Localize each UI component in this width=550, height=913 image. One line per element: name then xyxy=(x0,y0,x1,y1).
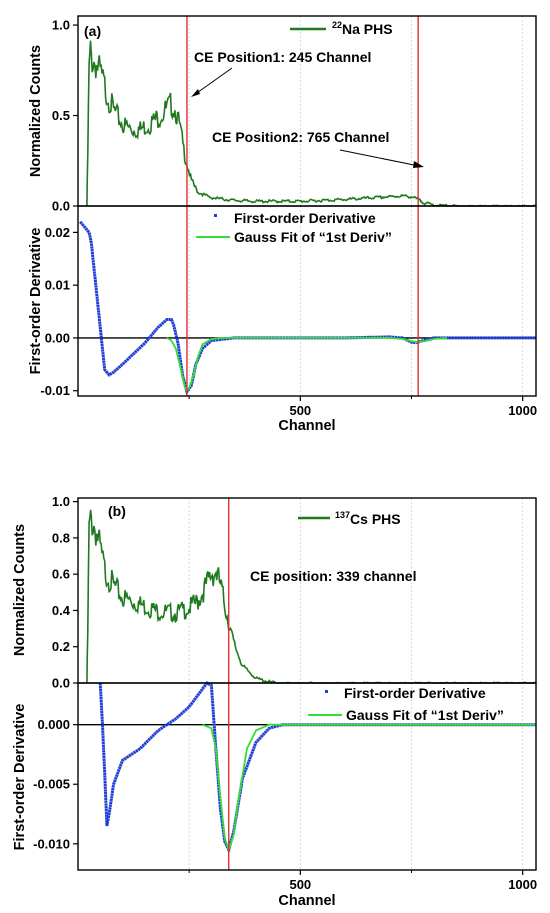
legend-swatch-b-derivative xyxy=(325,690,328,693)
series-phs-line xyxy=(86,40,537,208)
annotation-arrow-2 xyxy=(339,149,420,167)
x-tick-label-500: 500 xyxy=(289,403,311,418)
y-tick-label-top: 0.6 xyxy=(52,567,70,582)
y-tick-label-top: 0.5 xyxy=(52,108,70,123)
panel-a-x-label: Channel xyxy=(278,418,335,434)
legend-swatch-a-derivative xyxy=(214,214,217,217)
y-tick-label-top: 1.0 xyxy=(52,494,70,509)
series-gauss-fit-line xyxy=(166,336,448,393)
y-tick-label-bottom: 0.000 xyxy=(37,717,70,732)
legend-label-b-derivative: First-order Derivative xyxy=(344,685,486,701)
y-tick-label-top: 0.0 xyxy=(52,199,70,214)
panel-b: 500 1000 0.0 0.2 0.4 0.6 0.8 1.0 -0.010 -0.005 0.0… xyxy=(12,494,537,909)
y-tick-label-bottom: 0.00 xyxy=(45,330,70,345)
annotation-ce-position: CE position: 339 channel xyxy=(250,568,416,584)
annotation-arrow-1 xyxy=(193,67,233,96)
legend-label-cs-phs: 137Cs PHS xyxy=(335,510,401,527)
panel-b-bottom-y-label: First-order Derivative xyxy=(12,704,28,851)
panel-a-bottom-y-label: First-order Derivative xyxy=(28,228,44,375)
annotation-arrowhead-1 xyxy=(191,89,200,97)
legend-label-na-phs: 22Na PHS xyxy=(332,20,393,37)
legend-label-b-gauss: Gauss Fit of “1st Deriv” xyxy=(346,707,504,723)
panel-b-bottom-frame xyxy=(77,682,537,871)
y-tick-label-bottom: 0.02 xyxy=(45,225,70,240)
panel-a-top-frame xyxy=(77,15,537,207)
legend-label-a-gauss: Gauss Fit of “1st Deriv” xyxy=(234,229,392,245)
panel-a-bottom-frame xyxy=(77,205,537,397)
panel-b-top-frame xyxy=(77,497,537,684)
panel-a-label: (a) xyxy=(84,23,101,39)
panel-a: 500 1000 0.0 0.5 1.0 -0.01 0.00 0.01 0.02 (a) 22… xyxy=(28,15,537,434)
y-tick-label-top: 0.0 xyxy=(52,676,70,691)
y-tick-label-bottom: -0.005 xyxy=(33,777,70,792)
y-tick-label-bottom: -0.010 xyxy=(33,836,70,851)
series-derivative-points xyxy=(79,220,536,396)
panel-b-label: (b) xyxy=(108,503,126,519)
panel-a-top-y-label: Normalized Counts xyxy=(28,45,44,177)
y-tick-label-top: 1.0 xyxy=(52,18,70,33)
annotation-arrowhead-2 xyxy=(413,161,424,168)
y-tick-label-bottom: 0.01 xyxy=(45,278,70,293)
series-gauss-fit-line xyxy=(202,723,536,853)
x-tick-label-500: 500 xyxy=(289,877,311,892)
x-tick-label-1000: 1000 xyxy=(508,877,537,892)
y-tick-label-top: 0.4 xyxy=(52,603,71,618)
panel-b-x-label: Channel xyxy=(278,893,335,909)
panel-b-top-y-label: Normalized Counts xyxy=(12,524,28,656)
annotation-ce-position2: CE Position2: 765 Channel xyxy=(212,129,389,145)
legend-label-a-derivative: First-order Derivative xyxy=(234,210,376,226)
y-tick-label-top: 0.8 xyxy=(52,530,70,545)
series-phs-line xyxy=(86,509,537,684)
y-tick-label-top: 0.2 xyxy=(52,639,70,654)
annotation-ce-position1: CE Position1: 245 Channel xyxy=(194,49,371,65)
y-tick-label-bottom: -0.01 xyxy=(40,383,70,398)
x-tick-label-1000: 1000 xyxy=(508,403,537,418)
